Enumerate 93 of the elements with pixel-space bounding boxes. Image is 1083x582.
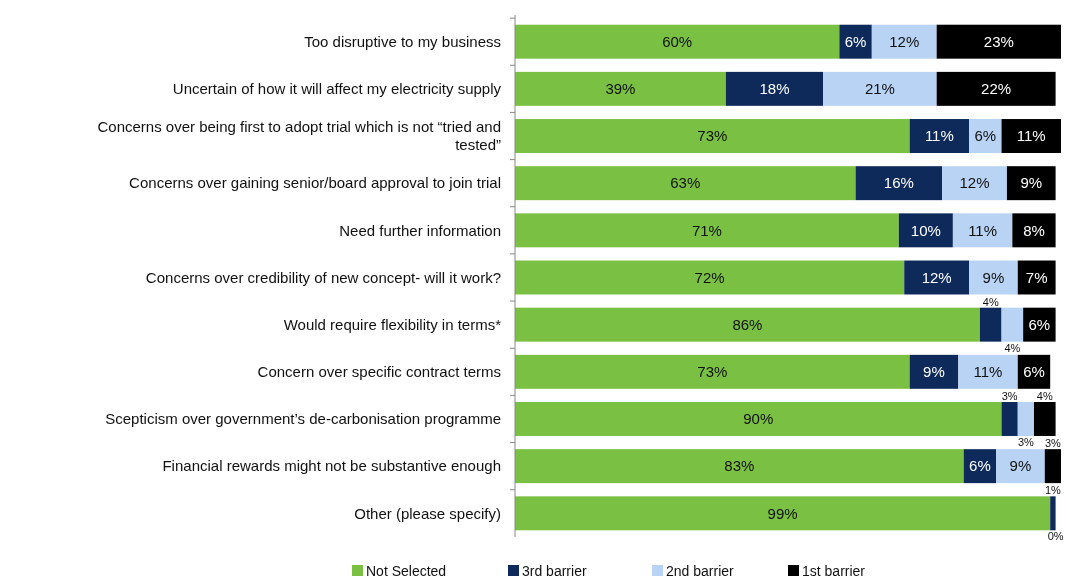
data-label: 9% [982, 268, 1005, 286]
data-label: 83% [724, 457, 755, 475]
bar [936, 71, 1056, 106]
bar [904, 260, 970, 295]
bar [515, 71, 726, 106]
y-tick-label: Concerns over gaining senior/board approval to join trial [129, 174, 501, 192]
y-tick-label: Need further information [339, 221, 501, 239]
bar [515, 119, 910, 153]
bar [1006, 166, 1056, 201]
bar [515, 260, 905, 295]
bar [909, 354, 959, 389]
bar [515, 354, 910, 389]
data-label: 6% [844, 32, 867, 50]
bar [979, 307, 1002, 342]
data-label: 7% [1025, 268, 1048, 286]
data-label: 3% [1044, 437, 1062, 450]
data-label: 86% [732, 315, 763, 333]
data-label: 99% [767, 504, 798, 522]
data-label: 18% [759, 80, 790, 98]
data-label: 11% [973, 363, 1003, 381]
data-label: 6% [1023, 363, 1045, 381]
bar [1001, 119, 1061, 153]
bar [515, 166, 856, 201]
data-label: 8% [1023, 221, 1045, 239]
y-tick-label: Too disruptive to my business [304, 32, 501, 50]
data-label: 12% [959, 174, 990, 192]
bar [942, 166, 1007, 201]
bar [1001, 402, 1018, 436]
bar [515, 496, 1051, 531]
bar [1012, 213, 1056, 248]
data-label: 3% [1001, 390, 1018, 403]
bar [898, 213, 953, 248]
data-label: 9% [1009, 457, 1032, 475]
legend-label: 1st barrier [802, 563, 866, 579]
data-label: 39% [605, 80, 636, 98]
legend-label: 2nd barrier [666, 563, 735, 579]
bar [1050, 496, 1056, 531]
bar [515, 24, 840, 59]
y-tick-label: Financial rewards might not be substantive enough [162, 457, 501, 475]
data-label: 4% [1036, 390, 1053, 403]
data-label: 16% [883, 174, 914, 192]
data-label: 9% [923, 363, 945, 381]
data-label: 4% [982, 295, 999, 308]
y-tick-label: Scepticism over government’s de-carbonisation programme [105, 410, 501, 428]
data-label: 3% [1017, 435, 1035, 448]
bar [725, 71, 824, 106]
bar [871, 24, 937, 59]
data-label: 22% [981, 80, 1012, 98]
data-label: 60% [662, 32, 693, 50]
legend-label: Not Selected [366, 563, 447, 579]
bar [996, 449, 1045, 484]
data-label: 10% [910, 221, 941, 239]
data-label: 21% [864, 80, 895, 98]
data-label: 11% [924, 127, 954, 145]
data-label: 4% [1004, 341, 1021, 354]
data-label: 11% [1016, 127, 1046, 145]
y-tick-label: Other (please specify) [354, 504, 501, 522]
y-tick-label: Uncertain of how it will affect my electricity supply [172, 80, 502, 98]
bar [515, 402, 1002, 436]
bar [515, 213, 899, 248]
data-label: 6% [1028, 315, 1051, 333]
data-label: 6% [969, 457, 991, 475]
data-label: 71% [691, 221, 722, 239]
bar [958, 354, 1018, 389]
data-label: 12% [921, 268, 952, 286]
bar [936, 24, 1061, 59]
data-label: 0% [1047, 530, 1064, 543]
data-label: 23% [983, 32, 1014, 50]
data-label: 73% [697, 363, 728, 381]
bar [823, 71, 937, 106]
y-tick-label: Concern over specific contract terms [257, 363, 501, 381]
data-label: 63% [670, 174, 701, 192]
data-label: 12% [889, 32, 920, 50]
data-label: 1% [1044, 484, 1062, 497]
y-tick-label: Concerns over credibility of new concept- will it work? [145, 268, 501, 286]
data-label: 6% [974, 127, 997, 145]
data-label: 90% [743, 410, 774, 428]
y-tick-label: Would require flexibility in terms* [283, 315, 502, 333]
bar [1044, 449, 1061, 484]
bar [1033, 402, 1056, 436]
data-label: 9% [1020, 174, 1043, 192]
data-label: 73% [697, 127, 728, 145]
bar [515, 449, 964, 484]
bar [952, 213, 1013, 248]
data-label: 11% [968, 221, 998, 239]
data-label: 72% [694, 268, 725, 286]
bar [515, 307, 980, 342]
legend-label: 3rd barrier [522, 563, 587, 579]
bar [855, 166, 943, 201]
bar [1001, 307, 1024, 342]
y-tick-label: Concerns over being first to adopt trial which is not “tried and tested” [97, 118, 501, 154]
bar [1017, 402, 1034, 436]
bar [909, 119, 970, 153]
